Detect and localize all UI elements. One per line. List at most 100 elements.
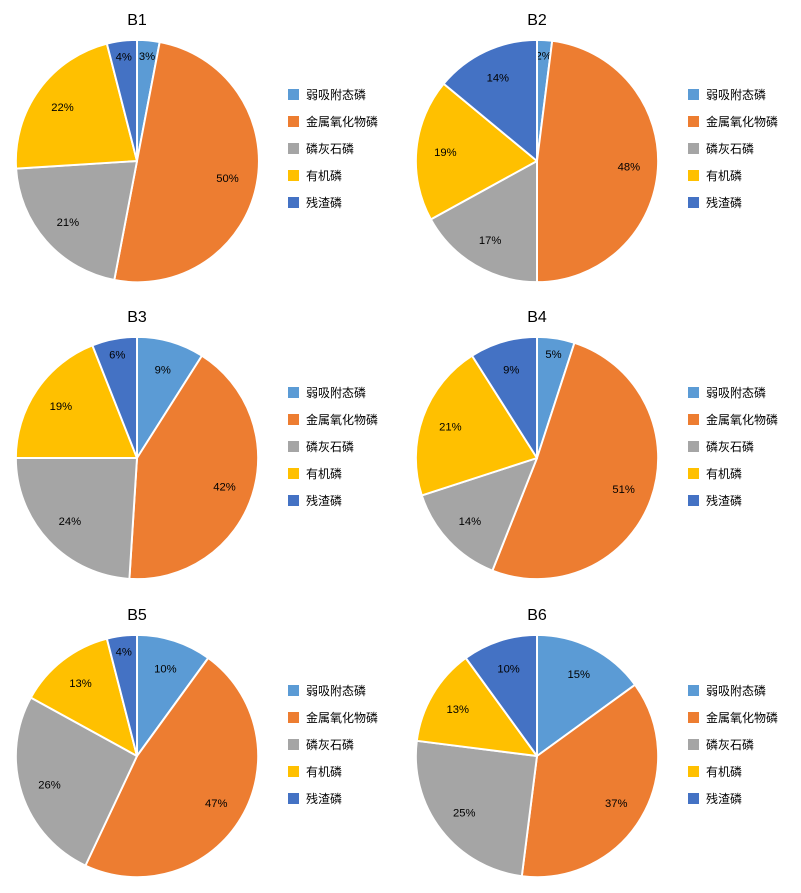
pie-b6: 15% 37% 25% 13% 10% xyxy=(414,633,660,879)
legend-item: 有机磷 xyxy=(688,763,778,780)
slice-label-2: 21% xyxy=(57,216,79,228)
chart-cell-b4: B4 5% 51% 14% 21% 9% 弱吸附态磷 金属氧化物磷 磷灰石磷 有机磷 残… xyxy=(400,297,801,595)
legend-label: 有机磷 xyxy=(306,764,343,779)
slice-label-0: 2% xyxy=(536,50,552,62)
legend-b4: 弱吸附态磷 金属氧化物磷 磷灰石磷 有机磷 残渣磷 xyxy=(688,384,778,509)
legend-b2: 弱吸附态磷 金属氧化物磷 磷灰石磷 有机磷 残渣磷 xyxy=(688,86,778,211)
pie-slice-4 xyxy=(442,38,538,162)
legend-swatch-organic-p xyxy=(288,467,299,479)
legend-item: 磷灰石磷 xyxy=(688,438,778,455)
legend-item: 弱吸附态磷 xyxy=(288,86,378,103)
chart-title-b5: B5 xyxy=(127,607,147,624)
legend-item: 磷灰石磷 xyxy=(288,736,378,753)
legend-label: 磷灰石磷 xyxy=(706,439,755,454)
pie-slice-2 xyxy=(414,739,538,878)
pie-slice-2 xyxy=(14,457,138,580)
pie-b5: 10% 47% 26% 13% 4% xyxy=(14,633,260,879)
legend-item: 有机磷 xyxy=(288,167,378,184)
legend-item: 有机磷 xyxy=(688,167,778,184)
legend-swatch-apatite-p xyxy=(688,738,699,750)
legend-b1: 弱吸附态磷 金属氧化物磷 磷灰石磷 有机磷 残渣磷 xyxy=(288,86,378,211)
legend-swatch-organic-p xyxy=(688,170,699,181)
legend-b5: 弱吸附态磷 金属氧化物磷 磷灰石磷 有机磷 残渣磷 xyxy=(288,682,378,807)
chart-cell-b6: B6 15% 37% 25% 13% 10% 弱吸附态磷 金属氧化物磷 磷灰石磷 有机磷… xyxy=(400,595,801,893)
legend-item: 残渣磷 xyxy=(688,790,778,807)
pie-slice-1 xyxy=(536,39,660,283)
legend-swatch-apatite-p xyxy=(288,738,299,750)
legend-item: 有机磷 xyxy=(688,465,778,482)
slice-label-0: 15% xyxy=(568,669,590,681)
pie-b3: 9% 42% 24% 19% 6% xyxy=(14,335,260,581)
legend-item: 残渣磷 xyxy=(688,492,778,509)
legend-item: 金属氧化物磷 xyxy=(688,709,778,726)
pie-slice-3 xyxy=(414,354,538,497)
pie-slice-2 xyxy=(429,159,538,283)
legend-swatch-weak-adsorbed-p xyxy=(288,89,299,100)
slice-label-1: 50% xyxy=(216,173,238,185)
chart-area-b6: B6 15% 37% 25% 13% 10% xyxy=(406,605,668,883)
legend-swatch-weak-adsorbed-p xyxy=(288,684,299,696)
legend-item: 金属氧化物磷 xyxy=(688,113,778,130)
pie-slice-3 xyxy=(29,637,138,757)
legend-swatch-residual-p xyxy=(688,792,699,804)
legend-label: 有机磷 xyxy=(706,764,743,779)
legend-swatch-apatite-p xyxy=(688,440,699,452)
legend-label: 弱吸附态磷 xyxy=(706,88,767,102)
slice-label-2: 17% xyxy=(479,235,501,247)
legend-item: 残渣磷 xyxy=(288,194,378,211)
legend-swatch-metal-oxide-p xyxy=(688,711,699,723)
legend-swatch-residual-p xyxy=(688,197,699,208)
pie-slice-0 xyxy=(136,633,210,757)
legend-b6: 弱吸附态磷 金属氧化物磷 磷灰石磷 有机磷 残渣磷 xyxy=(688,682,778,807)
legend-item: 金属氧化物磷 xyxy=(288,411,378,428)
legend-swatch-residual-p xyxy=(288,494,299,506)
legend-swatch-metal-oxide-p xyxy=(288,413,299,425)
legend-label: 有机磷 xyxy=(706,466,743,481)
legend-label: 磷灰石磷 xyxy=(306,142,355,156)
legend-label: 有机磷 xyxy=(706,169,743,183)
legend-label: 弱吸附态磷 xyxy=(306,385,367,400)
pie-slice-1 xyxy=(84,657,260,879)
slice-label-0: 10% xyxy=(154,663,176,675)
legend-swatch-organic-p xyxy=(688,765,699,777)
legend-label: 金属氧化物磷 xyxy=(706,412,779,427)
slice-label-4: 4% xyxy=(116,51,132,63)
pie-b2: 2% 48% 17% 19% 14% xyxy=(414,38,660,283)
legend-item: 金属氧化物磷 xyxy=(288,709,378,726)
slice-label-4: 14% xyxy=(487,72,509,84)
pie-slice-3 xyxy=(415,657,538,757)
legend-label: 金属氧化物磷 xyxy=(306,710,379,725)
legend-item: 金属氧化物磷 xyxy=(288,113,378,130)
legend-label: 弱吸附态磷 xyxy=(706,683,767,698)
legend-swatch-metal-oxide-p xyxy=(688,116,699,127)
legend-item: 弱吸附态磷 xyxy=(688,682,778,699)
legend-label: 磷灰石磷 xyxy=(306,439,355,454)
chart-area-b4: B4 5% 51% 14% 21% 9% xyxy=(406,307,668,585)
pie-slice-4 xyxy=(105,633,138,757)
pie-slice-4 xyxy=(464,633,538,757)
slice-label-1: 37% xyxy=(605,798,627,810)
legend-swatch-organic-p xyxy=(688,467,699,479)
chart-cell-b5: B5 10% 47% 26% 13% 4% 弱吸附态磷 金属氧化物磷 磷灰石磷 有机磷 … xyxy=(0,595,400,893)
chart-title-b1: B1 xyxy=(127,11,147,29)
pie-slice-0 xyxy=(536,633,636,757)
legend-label: 金属氧化物磷 xyxy=(706,710,779,725)
slice-label-2: 26% xyxy=(38,779,60,791)
legend-label: 残渣磷 xyxy=(306,196,343,210)
slice-label-1: 42% xyxy=(213,481,235,493)
legend-label: 残渣磷 xyxy=(306,493,343,508)
legend-label: 有机磷 xyxy=(306,466,343,481)
slice-label-4: 9% xyxy=(503,364,519,376)
legend-swatch-organic-p xyxy=(288,765,299,777)
legend-swatch-apatite-p xyxy=(688,143,699,154)
pie-slice-3 xyxy=(414,82,538,220)
legend-item: 弱吸附态磷 xyxy=(288,384,378,401)
legend-item: 残渣磷 xyxy=(288,492,378,509)
legend-label: 金属氧化物磷 xyxy=(306,115,379,129)
legend-swatch-apatite-p xyxy=(288,440,299,452)
legend-item: 残渣磷 xyxy=(288,790,378,807)
chart-title-b6: B6 xyxy=(527,607,547,624)
slice-label-3: 19% xyxy=(50,401,72,413)
legend-item: 弱吸附态磷 xyxy=(688,86,778,103)
chart-cell-b3: B3 9% 42% 24% 19% 6% 弱吸附态磷 金属氧化物磷 磷灰石磷 有机磷 残… xyxy=(0,297,400,595)
